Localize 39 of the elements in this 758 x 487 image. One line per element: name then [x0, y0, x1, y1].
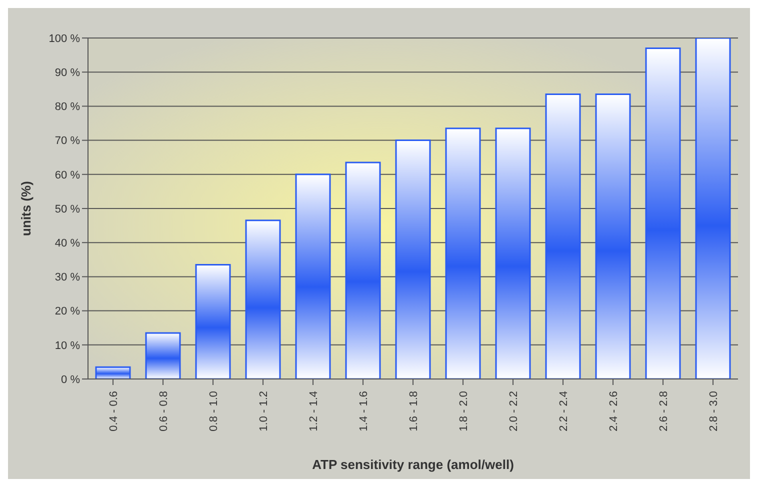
- y-tick-label: 40 %: [54, 238, 80, 250]
- bar: [395, 140, 431, 379]
- bar: [345, 162, 381, 379]
- x-tick-label: 0.8 - 1.0: [208, 391, 220, 432]
- y-tick-label: 10 %: [54, 340, 80, 352]
- x-tick-label: 1.0 - 1.2: [258, 391, 270, 432]
- y-tick-label: 100 %: [48, 32, 80, 45]
- y-tick-label: 80 %: [54, 101, 80, 114]
- x-tick-label: 2.2 - 2.4: [558, 391, 570, 432]
- y-tick-label: 20 %: [54, 306, 80, 318]
- y-tick-label: 50 %: [54, 203, 80, 216]
- bar: [545, 94, 581, 379]
- y-tick-label: 30 %: [54, 272, 80, 284]
- x-tick-label: 2.6 - 2.8: [658, 391, 670, 432]
- bar: [145, 332, 181, 379]
- y-axis-title: units (%): [18, 181, 34, 236]
- x-tick-label: 1.2 - 1.4: [308, 391, 320, 432]
- y-tick-label: 90 %: [54, 67, 80, 80]
- bar: [245, 220, 281, 379]
- bar: [695, 38, 731, 379]
- x-tick-label: 2.8 - 3.0: [708, 391, 720, 432]
- x-tick-label: 0.6 - 0.8: [158, 391, 170, 432]
- bar: [195, 264, 231, 379]
- bar: [295, 174, 331, 379]
- y-tick-label: 60 %: [54, 169, 80, 182]
- bar: [645, 47, 681, 379]
- bar: [595, 94, 631, 379]
- x-axis-title: ATP sensitivity range (amol/well): [312, 457, 514, 472]
- x-tick-label: 0.4 - 0.6: [108, 391, 120, 432]
- bar: [495, 128, 531, 379]
- y-tick-label: 70 %: [54, 135, 80, 148]
- y-tick-label: 0 %: [61, 374, 80, 386]
- x-tick-label: 1.4 - 1.6: [358, 391, 370, 432]
- x-tick-label: 1.8 - 2.0: [458, 391, 470, 432]
- x-tick-label: 2.4 - 2.6: [608, 391, 620, 432]
- bar: [95, 366, 131, 379]
- x-tick-label: 2.0 - 2.2: [508, 391, 520, 432]
- bar: [445, 128, 481, 379]
- x-tick-label: 1.6 - 1.8: [408, 391, 420, 432]
